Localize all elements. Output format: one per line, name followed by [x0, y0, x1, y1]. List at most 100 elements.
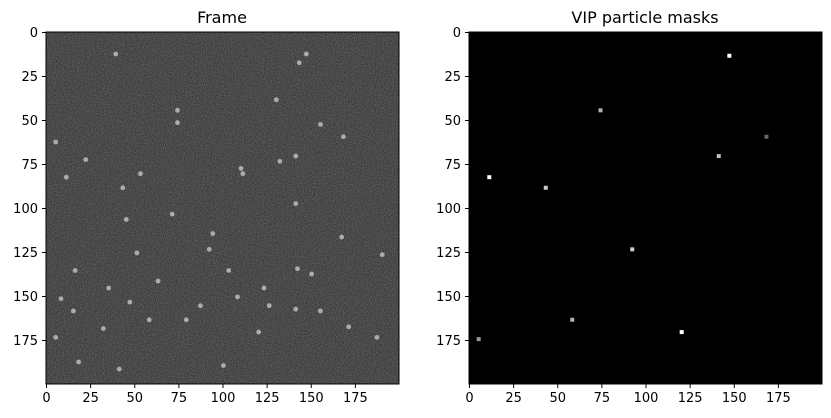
frame-particle-17: [293, 201, 299, 207]
mask-x-tick-label-50: 50: [549, 391, 566, 406]
mask-x-tick-label-25: 25: [505, 391, 522, 406]
frame-particle-9: [293, 153, 299, 159]
mask-particle-6: [630, 247, 635, 252]
frame-particle-31: [106, 285, 112, 291]
mask-panel: VIP particle masks 0 25 50 75 100 125 150 175 0…: [436, 8, 823, 406]
frame-y-tick-label-150: 150: [13, 290, 38, 305]
frame-particle-18: [169, 211, 175, 217]
mask-y-tick-label-125: 125: [436, 246, 461, 261]
frame-particle-44: [256, 329, 262, 335]
frame-particle-46: [374, 334, 380, 340]
frame-particle-11: [277, 158, 283, 164]
frame-image-noise: [46, 32, 399, 384]
frame-x-tick-label-50: 50: [126, 391, 143, 406]
frame-x-ticks: 0 25 50 75 100 125 150 175: [42, 384, 368, 406]
mask-x-tick-label-175: 175: [766, 391, 791, 406]
mask-y-tick-label-75: 75: [444, 158, 461, 173]
frame-particle-29: [155, 278, 161, 284]
frame-particle-12: [238, 166, 244, 171]
frame-particle-5: [175, 120, 180, 126]
frame-x-tick-label-150: 150: [299, 391, 324, 406]
frame-panel: Frame 0 25 50 75 100 125 150 175 0 25 50 75 100 125 1…: [13, 8, 400, 406]
frame-particle-10: [83, 157, 89, 163]
frame-particle-3: [273, 97, 279, 103]
mask-y-tick-label-25: 25: [444, 70, 461, 85]
frame-x-tick-label-75: 75: [171, 391, 188, 406]
frame-particle-47: [76, 359, 82, 365]
frame-particle-2: [296, 60, 302, 66]
frame-y-tick-label-0: 0: [30, 26, 38, 41]
frame-particle-42: [346, 324, 352, 330]
mask-y-tick-label-175: 175: [436, 334, 461, 349]
mask-particle-7: [570, 317, 575, 322]
frame-particle-26: [226, 268, 232, 273]
frame-particle-43: [100, 326, 106, 331]
frame-particles: [53, 51, 385, 372]
frame-particle-21: [339, 234, 345, 240]
frame-particle-20: [210, 231, 216, 236]
mask-particle-5: [543, 185, 548, 190]
frame-particle-39: [70, 308, 76, 314]
frame-y-ticks: 0 25 50 75 100 125 150 175: [13, 26, 46, 349]
frame-y-tick-label-100: 100: [13, 202, 38, 217]
mask-particle-9: [476, 337, 481, 342]
frame-particle-36: [266, 303, 272, 309]
mask-x-tick-label-125: 125: [678, 391, 703, 406]
frame-particle-23: [134, 250, 140, 256]
frame-particle-49: [116, 366, 122, 372]
frame-x-tick-label-25: 25: [82, 391, 99, 406]
frame-particle-16: [120, 185, 126, 191]
frame-title: Frame: [197, 8, 247, 27]
frame-particle-48: [220, 363, 226, 368]
frame-particle-22: [206, 246, 212, 252]
frame-particle-35: [198, 303, 203, 309]
frame-particle-28: [309, 271, 315, 277]
mask-x-tick-label-0: 0: [465, 391, 473, 406]
frame-x-tick-label-0: 0: [42, 391, 50, 406]
frame-x-tick-label-175: 175: [343, 391, 368, 406]
frame-x-tick-label-125: 125: [255, 391, 280, 406]
frame-particle-38: [318, 308, 323, 314]
frame-particle-19: [123, 217, 129, 222]
mask-y-tick-label-100: 100: [436, 202, 461, 217]
mask-image-background: [469, 32, 822, 384]
mask-x-tick-label-150: 150: [722, 391, 747, 406]
mask-y-tick-label-50: 50: [444, 114, 461, 129]
frame-y-tick-label-175: 175: [13, 334, 38, 349]
frame-particle-4: [175, 107, 180, 113]
frame-particle-27: [295, 266, 300, 272]
frame-particle-7: [341, 134, 346, 140]
frame-y-tick-label-75: 75: [21, 158, 38, 173]
frame-x-tick-label-100: 100: [211, 391, 236, 406]
mask-y-tick-label-150: 150: [436, 290, 461, 305]
mask-x-tick-label-75: 75: [594, 391, 611, 406]
mask-title: VIP particle masks: [571, 8, 718, 27]
mask-particle-4: [487, 175, 492, 180]
frame-particle-8: [53, 139, 59, 145]
mask-x-ticks: 0 25 50 75 100 125 150 175: [465, 384, 791, 406]
frame-particle-41: [183, 317, 189, 323]
frame-particle-45: [53, 334, 59, 340]
frame-particle-34: [127, 299, 133, 305]
frame-particle-30: [261, 285, 267, 291]
frame-particle-25: [72, 268, 78, 273]
mask-y-ticks: 0 25 50 75 100 125 150 175: [436, 26, 469, 349]
frame-particle-37: [293, 306, 299, 312]
frame-y-tick-label-125: 125: [13, 246, 38, 261]
frame-particle-32: [235, 294, 240, 300]
mask-x-tick-label-100: 100: [634, 391, 659, 406]
frame-particle-40: [146, 317, 152, 323]
frame-particle-13: [240, 171, 246, 177]
frame-particle-14: [138, 171, 143, 177]
frame-particle-33: [58, 296, 64, 302]
mask-particle-3: [716, 154, 721, 159]
frame-y-tick-label-25: 25: [21, 70, 38, 85]
frame-particle-1: [303, 51, 309, 57]
mask-particle-2: [764, 134, 769, 139]
frame-particle-15: [63, 174, 69, 180]
frame-particle-6: [318, 122, 323, 127]
mask-y-tick-label-0: 0: [453, 26, 461, 41]
frame-particle-24: [379, 252, 385, 258]
mask-particle-1: [598, 108, 603, 113]
